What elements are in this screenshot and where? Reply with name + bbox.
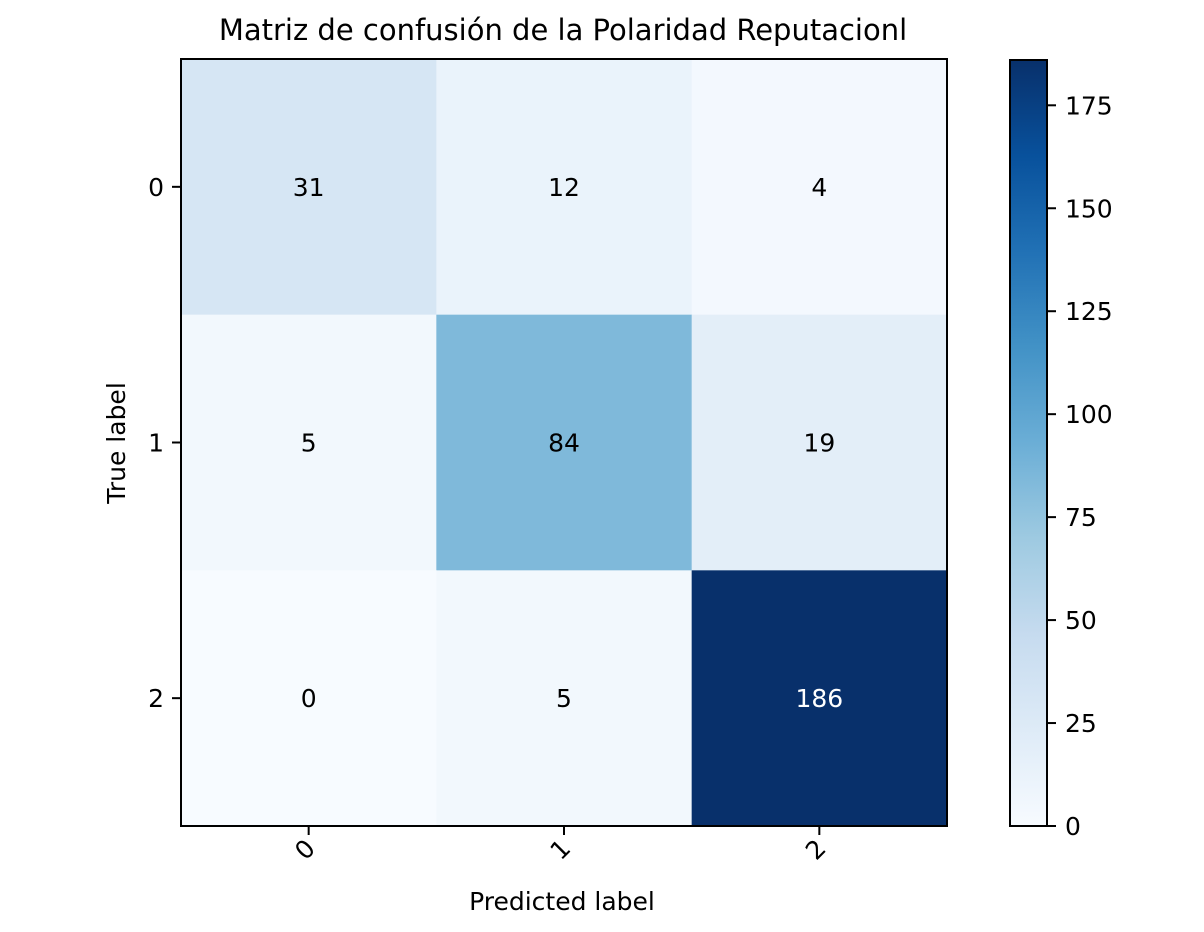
heatmap-cell-labels: 31 12 4 5 84 19 0 5 186 — [293, 173, 843, 713]
heatmap-cell-0-0 — [181, 59, 437, 316]
cell-value-2-0: 0 — [301, 684, 317, 713]
colorbar-ticks: 0 25 50 75 100 125 150 175 — [1047, 91, 1113, 841]
heatmap-cell-1-1 — [436, 314, 693, 571]
cell-value-1-2: 19 — [803, 429, 835, 458]
colorbar-tick-label-1: 25 — [1065, 709, 1097, 738]
y-tick-label-2: 2 — [148, 684, 164, 713]
heatmap-cell-2-2 — [691, 570, 948, 827]
heatmap-cell-0-2 — [691, 59, 948, 316]
y-axis-ticks: 0 1 2 — [148, 173, 181, 713]
cell-value-0-1: 12 — [548, 173, 580, 202]
cell-value-0-0: 31 — [293, 173, 325, 202]
colorbar-tick-label-3: 75 — [1065, 503, 1097, 532]
y-tick-label-1: 1 — [148, 429, 164, 458]
cell-value-0-2: 4 — [811, 173, 827, 202]
cell-value-1-1: 84 — [548, 429, 580, 458]
cell-value-1-0: 5 — [301, 429, 317, 458]
x-tick-label-0: 0 — [289, 834, 321, 866]
heatmap-cell-1-2 — [691, 314, 948, 571]
heatmap-cells — [181, 59, 948, 827]
y-axis-label: True label — [102, 382, 131, 505]
heatmap-cell-2-0 — [181, 570, 437, 827]
heatmap-cell-2-1 — [436, 570, 693, 827]
colorbar-tick-label-6: 150 — [1065, 194, 1113, 223]
colorbar-tick-label-0: 0 — [1065, 812, 1081, 841]
colorbar-tick-label-2: 50 — [1065, 606, 1097, 635]
colorbar-tick-label-7: 175 — [1065, 91, 1113, 120]
heatmap-cell-1-0 — [181, 314, 437, 571]
x-tick-label-2: 2 — [800, 834, 832, 866]
x-axis-ticks: 0 1 2 — [289, 826, 832, 866]
colorbar-tick-label-5: 125 — [1065, 297, 1113, 326]
x-tick-label-1: 1 — [544, 834, 576, 866]
y-tick-label-0: 0 — [148, 173, 164, 202]
colorbar-tick-label-4: 100 — [1065, 400, 1113, 429]
chart-title: Matriz de confusión de la Polaridad Repu… — [219, 13, 907, 47]
cell-value-2-2: 186 — [795, 684, 843, 713]
colorbar — [1009, 59, 1048, 827]
heatmap-cell-0-1 — [436, 59, 693, 316]
x-axis-label: Predicted label — [469, 887, 655, 916]
cell-value-2-1: 5 — [556, 684, 572, 713]
